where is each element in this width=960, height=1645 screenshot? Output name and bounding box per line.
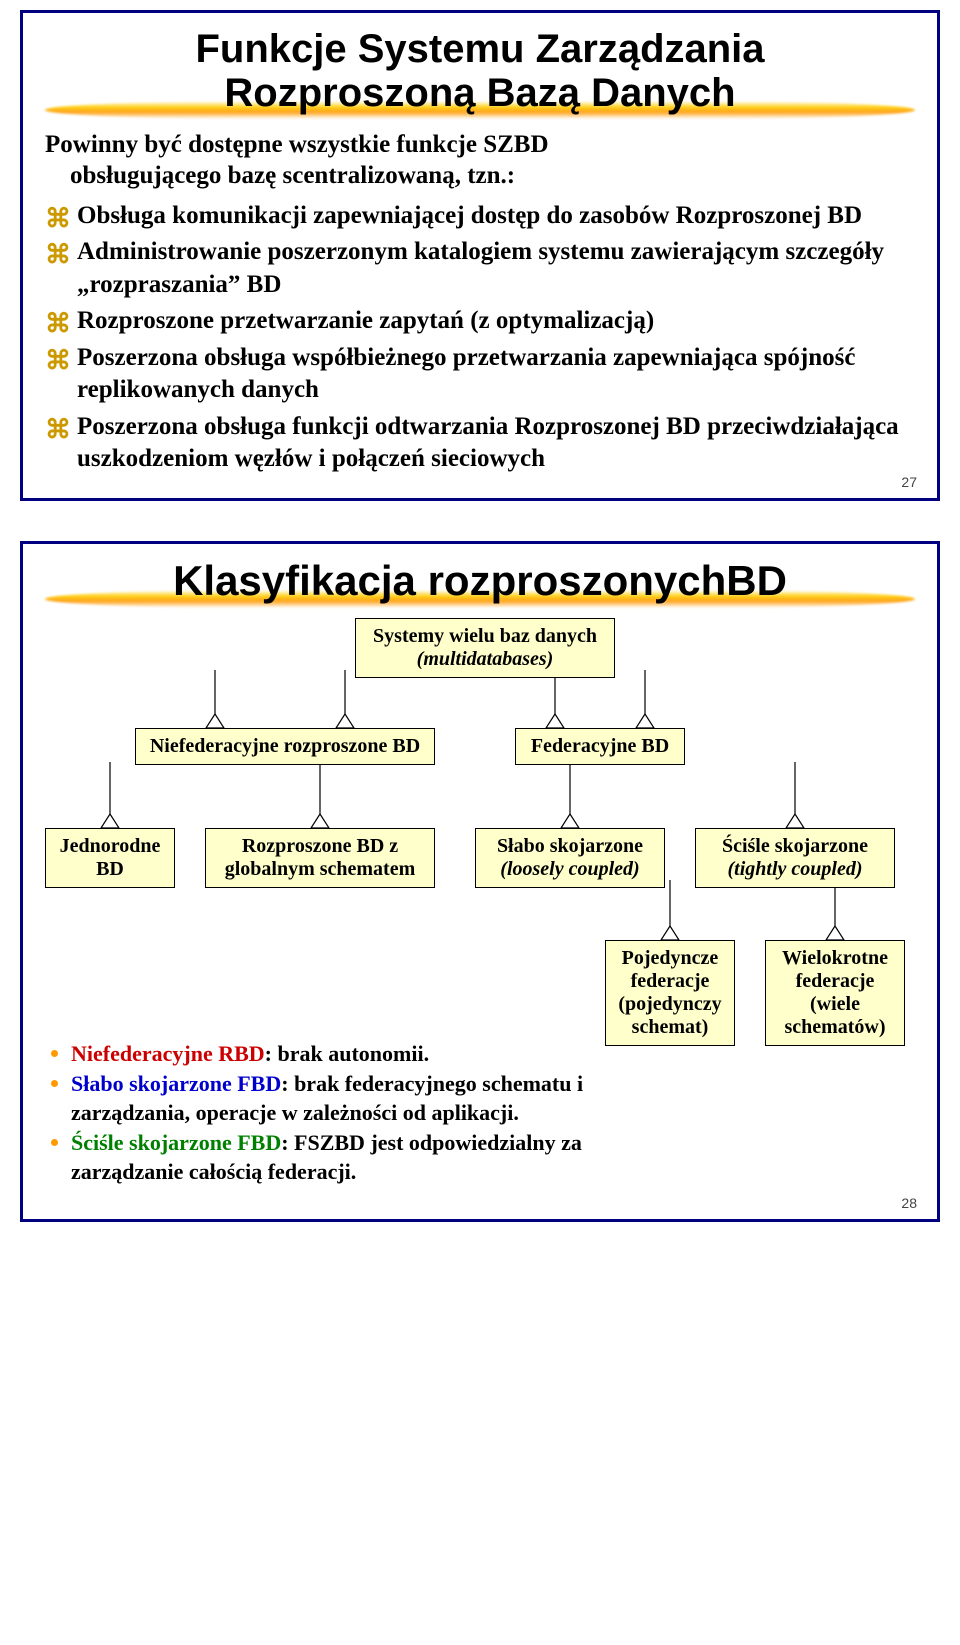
tree-node-nf: Niefederacyjne rozproszone BD — [135, 728, 435, 765]
list-item: ⌘Obsługa komunikacji zapewniającej dostę… — [45, 200, 915, 233]
note-label: Niefederacyjne RBD — [71, 1041, 265, 1066]
note-item: Niefederacyjne RBD: brak autonomii. — [45, 1040, 585, 1069]
slide-1: Funkcje Systemu Zarządzania Rozproszoną … — [20, 10, 940, 501]
intro-l2: obsługującego bazę scentralizowaną, tzn.… — [70, 162, 515, 189]
item-text: Rozproszone przetwarzanie zapytań (z opt… — [77, 307, 654, 334]
slide2-title: Klasyfikacja rozproszonychBD — [45, 558, 915, 604]
note-rest: : brak autonomii. — [265, 1041, 429, 1066]
bullet-icon: ⌘ — [45, 413, 71, 447]
list-item: ⌘Administrowanie poszerzonym katalogiem … — [45, 236, 915, 301]
note-item: Ściśle skojarzone FBD: FSZBD jest odpowi… — [45, 1129, 585, 1186]
bullet-icon: ⌘ — [45, 307, 71, 341]
slide1-list: ⌘Obsługa komunikacji zapewniającej dostę… — [45, 200, 915, 476]
bullet-icon: ⌘ — [45, 238, 71, 272]
item-text: Obsługa komunikacji zapewniającej dostęp… — [77, 202, 862, 229]
note-item: Słabo skojarzone FBD: brak federacyjnego… — [45, 1070, 585, 1127]
bullet-icon: ⌘ — [45, 202, 71, 236]
tree-node-glob: Rozproszone BD zglobalnym schematem — [205, 828, 435, 888]
list-item: ⌘Poszerzona obsługa współbieżnego przetw… — [45, 342, 915, 407]
slide1-title: Funkcje Systemu Zarządzania Rozproszoną … — [45, 27, 915, 115]
slide-2: Klasyfikacja rozproszonychBD Systemy wie… — [20, 541, 940, 1222]
tree-node-single: Pojedynczefederacje(pojedynczyschemat) — [605, 940, 735, 1046]
list-item: ⌘Rozproszone przetwarzanie zapytań (z op… — [45, 305, 915, 338]
slide1-intro: Powinny być dostępne wszystkie funkcje S… — [45, 129, 915, 192]
bullet-icon: ⌘ — [45, 344, 71, 378]
item-text: Poszerzona obsługa współbieżnego przetwa… — [77, 344, 855, 404]
page-number: 27 — [901, 474, 917, 490]
tree-node-tight: Ściśle skojarzone(tightly coupled) — [695, 828, 895, 888]
page-number: 28 — [901, 1195, 917, 1211]
item-text: Poszerzona obsługa funkcji odtwarzania R… — [77, 413, 899, 473]
bullet-dot-icon — [51, 1080, 58, 1087]
tree-node-root: Systemy wielu baz danych(multidatabases) — [355, 618, 615, 678]
list-item: ⌘Poszerzona obsługa funkcji odtwarzania … — [45, 411, 915, 476]
note-label: Słabo skojarzone FBD — [71, 1071, 281, 1096]
item-text: Administrowanie poszerzonym katalogiem s… — [77, 238, 884, 298]
slide2-notes: Niefederacyjne RBD: brak autonomii.Słabo… — [45, 1040, 585, 1187]
note-label: Ściśle skojarzone FBD — [71, 1130, 281, 1155]
title-line1: Funkcje Systemu Zarządzania — [195, 27, 764, 71]
intro-l1: Powinny być dostępne wszystkie funkcje S… — [45, 131, 549, 158]
bullet-dot-icon — [51, 1050, 58, 1057]
bullet-dot-icon — [51, 1139, 58, 1146]
tree-node-multi: Wielokrotnefederacje(wieleschematów) — [765, 940, 905, 1046]
tree-node-jedn: JednorodneBD — [45, 828, 175, 888]
tree-node-loose: Słabo skojarzone(loosely coupled) — [475, 828, 665, 888]
tree-node-fed: Federacyjne BD — [515, 728, 685, 765]
classification-tree: Systemy wielu baz danych(multidatabases)… — [45, 618, 915, 1048]
title-line2: Rozproszoną Bazą Danych — [224, 71, 735, 115]
